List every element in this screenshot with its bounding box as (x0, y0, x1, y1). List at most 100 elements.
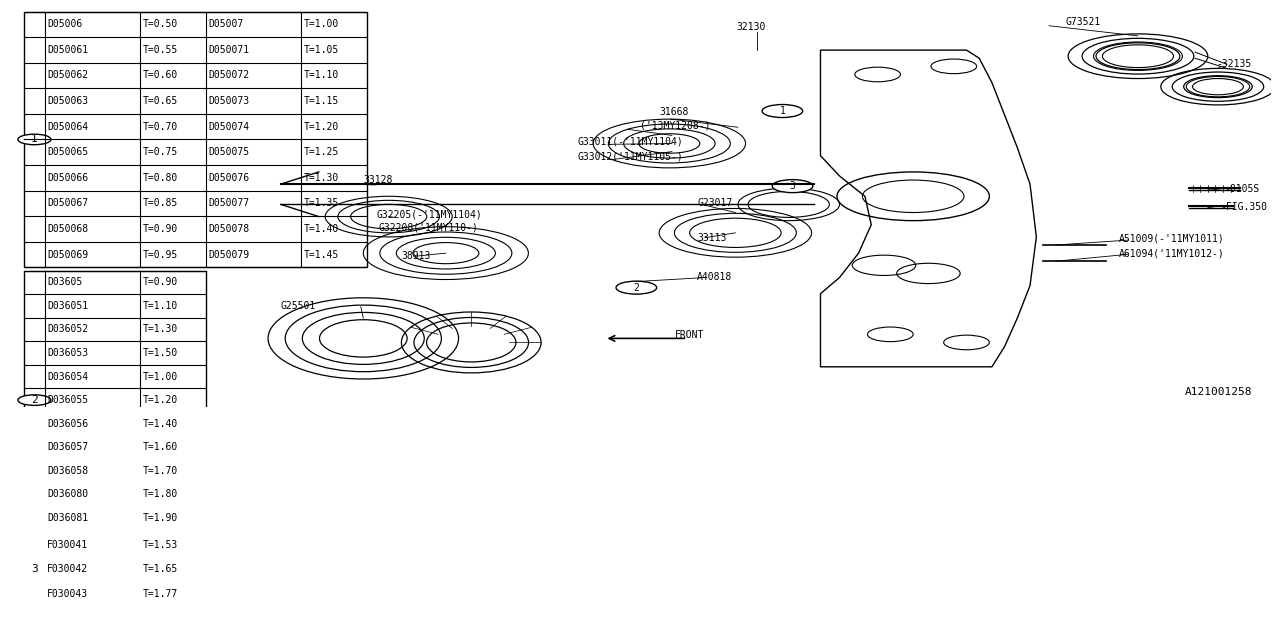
Text: D050078: D050078 (209, 224, 250, 234)
Text: T=1.60: T=1.60 (142, 442, 178, 452)
Text: D036081: D036081 (47, 513, 88, 523)
Text: T=1.05: T=1.05 (303, 45, 339, 55)
Text: T=0.90: T=0.90 (142, 277, 178, 287)
Text: 33113: 33113 (698, 233, 727, 243)
Circle shape (18, 134, 51, 145)
Text: D050066: D050066 (47, 173, 88, 183)
Text: F030041: F030041 (47, 540, 88, 550)
Text: T=1.40: T=1.40 (142, 419, 178, 429)
Text: G23017: G23017 (698, 198, 732, 208)
Text: T=0.55: T=0.55 (142, 45, 178, 55)
Text: D050063: D050063 (47, 96, 88, 106)
Text: A40818: A40818 (698, 273, 732, 282)
Text: T=0.65: T=0.65 (142, 96, 178, 106)
Text: D050071: D050071 (209, 45, 250, 55)
Text: D050076: D050076 (209, 173, 250, 183)
Text: G32208('11MY110-): G32208('11MY110-) (379, 223, 479, 232)
Text: 38913: 38913 (402, 252, 431, 261)
Text: T=1.10: T=1.10 (142, 301, 178, 311)
Text: G33012('11MY1105-): G33012('11MY1105-) (579, 152, 684, 161)
Text: A121001258: A121001258 (1185, 387, 1252, 397)
Text: D036054: D036054 (47, 372, 88, 381)
Text: T=1.20: T=1.20 (142, 395, 178, 405)
Text: T=1.35: T=1.35 (303, 198, 339, 209)
Text: T=0.95: T=0.95 (142, 250, 178, 260)
Text: G32205(-'11MY1104): G32205(-'11MY1104) (376, 209, 481, 219)
Text: D036052: D036052 (47, 324, 88, 335)
Text: T=1.50: T=1.50 (142, 348, 178, 358)
Text: 31668: 31668 (659, 108, 689, 117)
Text: D050072: D050072 (209, 70, 250, 81)
Text: D050062: D050062 (47, 70, 88, 81)
Text: T=1.00: T=1.00 (142, 372, 178, 381)
Text: D036056: D036056 (47, 419, 88, 429)
Text: D036053: D036053 (47, 348, 88, 358)
Text: D050075: D050075 (209, 147, 250, 157)
Text: D036051: D036051 (47, 301, 88, 311)
Text: D05006: D05006 (47, 19, 82, 29)
Text: T=1.90: T=1.90 (142, 513, 178, 523)
Text: T=0.60: T=0.60 (142, 70, 178, 81)
Text: 2: 2 (31, 395, 38, 405)
Text: 2: 2 (634, 283, 639, 292)
Text: D050079: D050079 (209, 250, 250, 260)
Text: 1: 1 (31, 134, 38, 145)
Text: T=1.77: T=1.77 (142, 589, 178, 599)
Text: -32135: -32135 (1217, 60, 1252, 69)
Bar (24, 271, 206, 530)
Text: D050068: D050068 (47, 224, 88, 234)
Text: G25501: G25501 (280, 301, 316, 311)
Text: T=1.30: T=1.30 (142, 324, 178, 335)
Text: T=1.70: T=1.70 (142, 466, 178, 476)
Text: D050073: D050073 (209, 96, 250, 106)
Text: F030043: F030043 (47, 589, 88, 599)
Text: D050065: D050065 (47, 147, 88, 157)
Text: D050061: D050061 (47, 45, 88, 55)
Bar (24, 12, 367, 268)
Text: T=0.85: T=0.85 (142, 198, 178, 209)
Text: T=1.65: T=1.65 (142, 564, 178, 575)
Text: T=1.00: T=1.00 (303, 19, 339, 29)
Text: D036058: D036058 (47, 466, 88, 476)
Text: D036080: D036080 (47, 490, 88, 499)
Text: 33128: 33128 (364, 175, 393, 185)
Text: F030042: F030042 (47, 564, 88, 575)
Text: T=1.25: T=1.25 (303, 147, 339, 157)
Text: D050074: D050074 (209, 122, 250, 132)
Text: G73521: G73521 (1065, 17, 1101, 27)
Text: D036055: D036055 (47, 395, 88, 405)
Text: T=1.45: T=1.45 (303, 250, 339, 260)
Text: G33011(-'11MY1104): G33011(-'11MY1104) (579, 137, 684, 147)
Text: T=1.80: T=1.80 (142, 490, 178, 499)
Text: D050064: D050064 (47, 122, 88, 132)
Text: D050069: D050069 (47, 250, 88, 260)
Text: 1: 1 (780, 106, 786, 116)
Text: A61094('11MY1012-): A61094('11MY1012-) (1119, 249, 1225, 259)
Text: -0105S: -0105S (1224, 184, 1260, 194)
Text: A51009(-'11MY1011): A51009(-'11MY1011) (1119, 234, 1225, 244)
Circle shape (772, 180, 813, 193)
Text: D05007: D05007 (209, 19, 243, 29)
Text: FRONT: FRONT (675, 330, 704, 340)
Text: D036057: D036057 (47, 442, 88, 452)
Text: 3: 3 (31, 564, 38, 575)
Circle shape (762, 104, 803, 118)
Text: T=1.40: T=1.40 (303, 224, 339, 234)
Bar (24, 533, 206, 606)
Text: D03605: D03605 (47, 277, 82, 287)
Text: T=0.75: T=0.75 (142, 147, 178, 157)
Text: T=0.50: T=0.50 (142, 19, 178, 29)
Circle shape (18, 564, 51, 575)
Text: D050077: D050077 (209, 198, 250, 209)
Text: T=1.20: T=1.20 (303, 122, 339, 132)
Text: T=1.30: T=1.30 (303, 173, 339, 183)
Text: 32130: 32130 (736, 22, 765, 31)
Text: 3: 3 (790, 181, 795, 191)
Text: T=0.80: T=0.80 (142, 173, 178, 183)
Text: -FIG.350: -FIG.350 (1221, 202, 1267, 212)
Text: ('13MY1208-): ('13MY1208-) (640, 120, 710, 131)
Text: T=1.53: T=1.53 (142, 540, 178, 550)
Text: T=1.15: T=1.15 (303, 96, 339, 106)
Text: T=0.90: T=0.90 (142, 224, 178, 234)
Text: T=0.70: T=0.70 (142, 122, 178, 132)
